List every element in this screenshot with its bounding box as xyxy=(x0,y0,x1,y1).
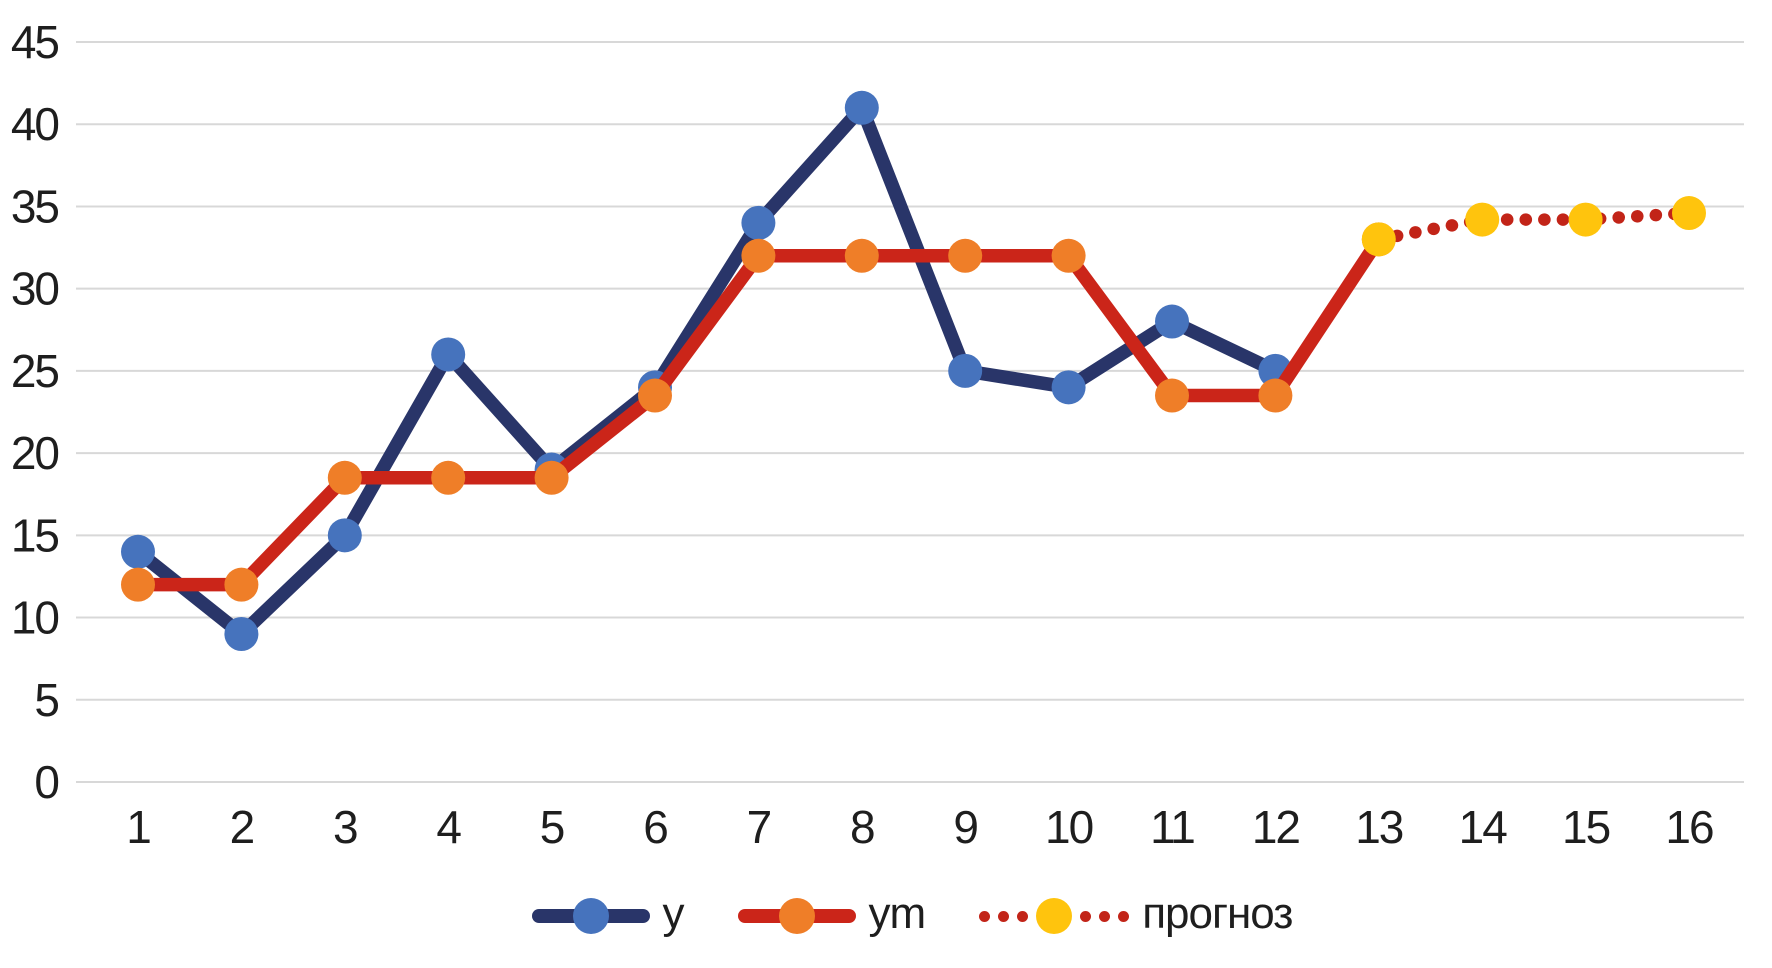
series-y-marker xyxy=(844,90,879,125)
legend-dot-icon xyxy=(1080,910,1092,922)
series-ym-marker xyxy=(844,238,879,273)
series-y-marker xyxy=(327,518,362,553)
x-axis-tick-label: 16 xyxy=(1665,801,1713,853)
series-ym-marker xyxy=(327,460,362,495)
x-axis-tick-label: 9 xyxy=(953,801,977,853)
legend: y ym прогноз xyxy=(26,892,1772,940)
series-y-marker xyxy=(1051,370,1086,405)
x-axis-tick-label: 10 xyxy=(1045,801,1093,853)
legend-item-y: y xyxy=(531,889,685,940)
series-прогноз-marker xyxy=(1568,202,1603,237)
series-y-marker xyxy=(948,353,983,388)
x-axis-tick-label: 15 xyxy=(1562,801,1610,853)
y-axis-tick-label: 45 xyxy=(11,16,59,68)
y-axis-tick-label: 5 xyxy=(34,674,58,726)
legend-label-forecast: прогноз xyxy=(1142,889,1293,938)
series-y-marker xyxy=(1155,304,1189,339)
series-y-line xyxy=(131,101,1283,641)
legend-dot-icon xyxy=(998,910,1010,922)
series-ym-marker xyxy=(1155,378,1189,413)
x-axis-tick-label: 8 xyxy=(850,801,874,853)
legend-dot-icon xyxy=(979,910,991,922)
series-y-marker xyxy=(224,617,259,651)
y-axis-tick-label: 15 xyxy=(11,509,59,561)
legend-swatch-forecast xyxy=(979,896,1130,936)
series-ym-marker xyxy=(224,567,259,602)
series-ym-marker xyxy=(534,460,569,495)
series-ym-marker xyxy=(431,460,466,495)
legend-label-y: y xyxy=(662,889,685,938)
x-axis-tick-label: 12 xyxy=(1252,801,1300,853)
series-ym-marker xyxy=(948,238,983,273)
x-axis-tick-label: 3 xyxy=(333,801,357,853)
series-y-marker xyxy=(431,337,466,372)
series-y-marker xyxy=(121,534,155,569)
legend-marker-ym-icon xyxy=(778,898,815,934)
legend-item-ym: ym xyxy=(737,889,927,940)
series-прогноз-marker xyxy=(1672,196,1706,231)
x-axis-tick-label: 2 xyxy=(230,801,254,853)
series-ym-marker xyxy=(741,238,776,273)
x-axis-tick-label: 11 xyxy=(1150,801,1194,853)
legend-dot-icon xyxy=(1099,910,1111,922)
y-axis-tick-label: 20 xyxy=(11,427,59,479)
series-прогноз-marker xyxy=(1465,202,1500,237)
legend-marker-y-icon xyxy=(572,898,609,934)
legend-marker-forecast-icon xyxy=(1036,898,1073,934)
x-axis-tick-label: 1 xyxy=(126,801,150,853)
series-прогноз-line xyxy=(1372,206,1696,246)
y-axis-tick-label: 40 xyxy=(11,98,59,150)
legend-swatch-ym xyxy=(737,896,856,936)
x-axis-tick-label: 5 xyxy=(540,801,564,853)
y-axis-tick-label: 35 xyxy=(11,180,59,232)
x-axis-tick-label: 6 xyxy=(643,801,667,853)
series-ym-line xyxy=(131,232,1386,592)
x-axis-tick-label: 4 xyxy=(436,801,461,853)
x-axis-tick-label: 7 xyxy=(747,801,771,853)
y-axis-tick-label: 30 xyxy=(11,263,59,315)
y-axis-tick-label: 0 xyxy=(34,756,58,808)
y-axis-tick-label: 10 xyxy=(11,592,59,644)
legend-dot-icon xyxy=(1118,910,1130,922)
x-axis-tick-label: 13 xyxy=(1355,801,1403,853)
x-axis-tick-label: 14 xyxy=(1459,801,1508,853)
series-прогноз-marker xyxy=(1361,222,1396,257)
legend-item-forecast: прогноз xyxy=(979,889,1293,940)
series-ym-marker xyxy=(638,378,672,413)
series-y-marker xyxy=(741,205,776,240)
legend-label-ym: ym xyxy=(868,889,927,938)
y-axis-tick-label: 25 xyxy=(11,345,59,397)
series-ym-marker xyxy=(1051,238,1086,273)
legend-dot-icon xyxy=(1017,910,1029,922)
legend-swatch-y xyxy=(531,896,650,936)
series-ym-marker xyxy=(121,567,155,602)
series-ym-marker xyxy=(1258,378,1293,413)
